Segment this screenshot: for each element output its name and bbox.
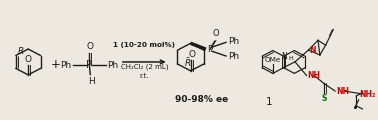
Text: O: O (25, 55, 32, 64)
Text: Ph: Ph (60, 61, 71, 70)
Text: H: H (88, 77, 94, 86)
Text: OMe: OMe (265, 57, 281, 63)
Text: O: O (87, 42, 94, 51)
Text: 90-98% ee: 90-98% ee (175, 95, 228, 104)
Text: S: S (322, 94, 327, 103)
Text: 1 (10-20 mol%): 1 (10-20 mol%) (113, 42, 175, 48)
Text: N: N (309, 46, 316, 55)
Text: Ph: Ph (228, 37, 239, 46)
Text: R: R (18, 47, 24, 56)
Text: Ph: Ph (228, 52, 239, 61)
Text: $\mathdefault{\bar{R}}$: $\mathdefault{\bar{R}}$ (184, 56, 192, 69)
Text: r.t.: r.t. (139, 73, 149, 79)
Text: NH₂: NH₂ (359, 90, 376, 99)
Text: +: + (51, 58, 61, 71)
Text: P: P (207, 45, 212, 54)
Text: P: P (86, 60, 92, 70)
Text: O: O (212, 29, 219, 38)
Text: N: N (282, 52, 287, 61)
Text: H: H (288, 56, 293, 61)
Text: O: O (188, 50, 195, 59)
Text: CH₂Cl₂ (2 mL): CH₂Cl₂ (2 mL) (121, 64, 168, 70)
Text: NH: NH (307, 71, 321, 80)
Text: 1: 1 (266, 97, 272, 107)
Text: Ph: Ph (107, 61, 119, 70)
Text: NH: NH (336, 87, 349, 96)
